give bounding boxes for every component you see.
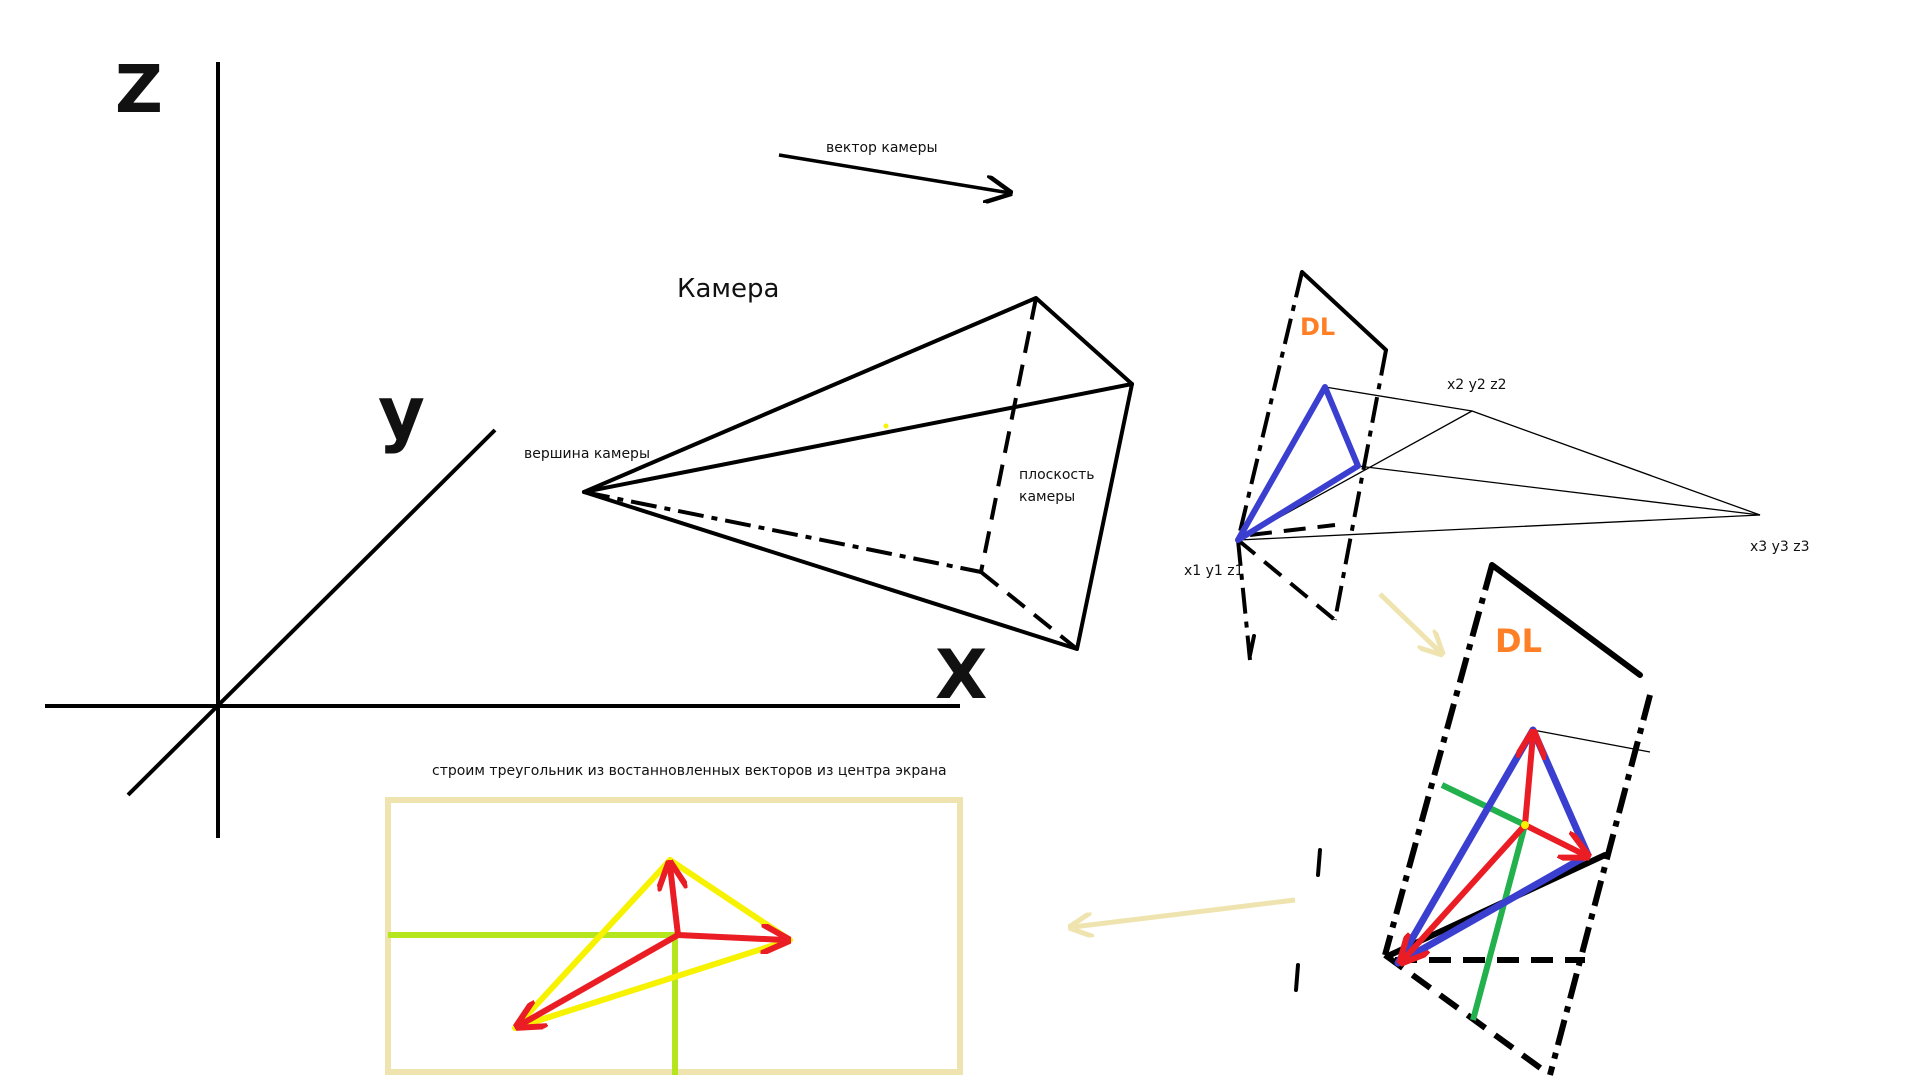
pyramid-edge-center [582, 382, 1134, 494]
projection-line-c [1249, 523, 1336, 537]
point-1-label: x1 y1 z1 [1184, 563, 1244, 579]
projection-lines [1237, 410, 1761, 541]
screen-reconstruction: строим треугольник из востанновленных ве… [385, 763, 963, 1075]
camera-plane-label-1: плоскость [1019, 467, 1095, 483]
plane-big-bottom-edge [1383, 952, 1552, 1078]
camera-title: Камера [677, 274, 779, 304]
red-vector-up [1525, 735, 1533, 826]
dl-mark-bottom: DL [1495, 622, 1542, 660]
plane-big-left-edge [1382, 564, 1495, 956]
pyramid-hidden-edge-1 [583, 490, 982, 574]
pyramid-hidden-edge-2 [979, 297, 1038, 573]
projected-triangle-enlarged [1394, 726, 1592, 967]
projection-enlarged: DL [1294, 562, 1653, 1078]
plane-big-proj-line [1532, 729, 1651, 753]
axes: Z y X [45, 51, 987, 838]
arrow-to-enlarged [1378, 592, 1440, 652]
arrow-to-screen [1073, 897, 1296, 927]
camera-pyramid: Камера вершина камеры плоскость камеры [524, 274, 1134, 651]
axis-z-label: Z [115, 51, 163, 128]
camera-vector-arrow [778, 153, 1010, 193]
dl-mark-top: DL [1300, 313, 1335, 341]
projection-top: DL x1 y1 z1 x2 y2 z2 x3 y3 z3 [1184, 270, 1810, 661]
pyramid-hidden-edge-3 [979, 570, 1079, 651]
projected-triangle-top [1235, 384, 1361, 543]
projection-line-a [1324, 386, 1473, 412]
screen-red-vector-up [670, 866, 678, 936]
axis-y-label: y [378, 371, 425, 455]
plane-top-bottom-edge [1236, 538, 1337, 622]
screen-red-vector-left [520, 932, 680, 1025]
camera-center-dot [883, 423, 889, 429]
axis-x-label: X [935, 636, 987, 715]
red-vector-right [1523, 822, 1585, 855]
plane-big-right-edge [1547, 694, 1653, 1076]
center-point-enlarged [1521, 821, 1529, 829]
point-2-label: x2 y2 z2 [1447, 377, 1507, 393]
plane-top-right-edge [1333, 349, 1388, 621]
point-3-label: x3 y3 z3 [1750, 539, 1810, 555]
plane-big-top-edge [1489, 562, 1643, 678]
camera-vertex-label: вершина камеры [524, 446, 650, 462]
red-vector-left [1403, 822, 1528, 960]
green-line-2 [1470, 824, 1528, 1021]
plane-top-top-edge [1300, 270, 1388, 352]
green-line-1 [1440, 782, 1527, 828]
camera-plane-label-2: камеры [1019, 489, 1075, 505]
screen-caption: строим треугольник из востанновленных ве… [432, 763, 947, 779]
stray-mark-3 [1294, 963, 1300, 992]
screen-red-vector-right [677, 935, 785, 940]
camera-vector-label: вектор камеры [826, 140, 938, 156]
stray-mark-2 [1316, 848, 1322, 877]
y-axis [126, 428, 497, 797]
projection-line-b [1357, 465, 1761, 516]
plane-top-left-edge [1236, 271, 1304, 541]
camera-vector: вектор камеры [778, 140, 1010, 193]
plane-top-left-edge-b [1236, 539, 1252, 661]
stray-mark-1 [1248, 634, 1256, 657]
screen-triangle [512, 857, 793, 1031]
